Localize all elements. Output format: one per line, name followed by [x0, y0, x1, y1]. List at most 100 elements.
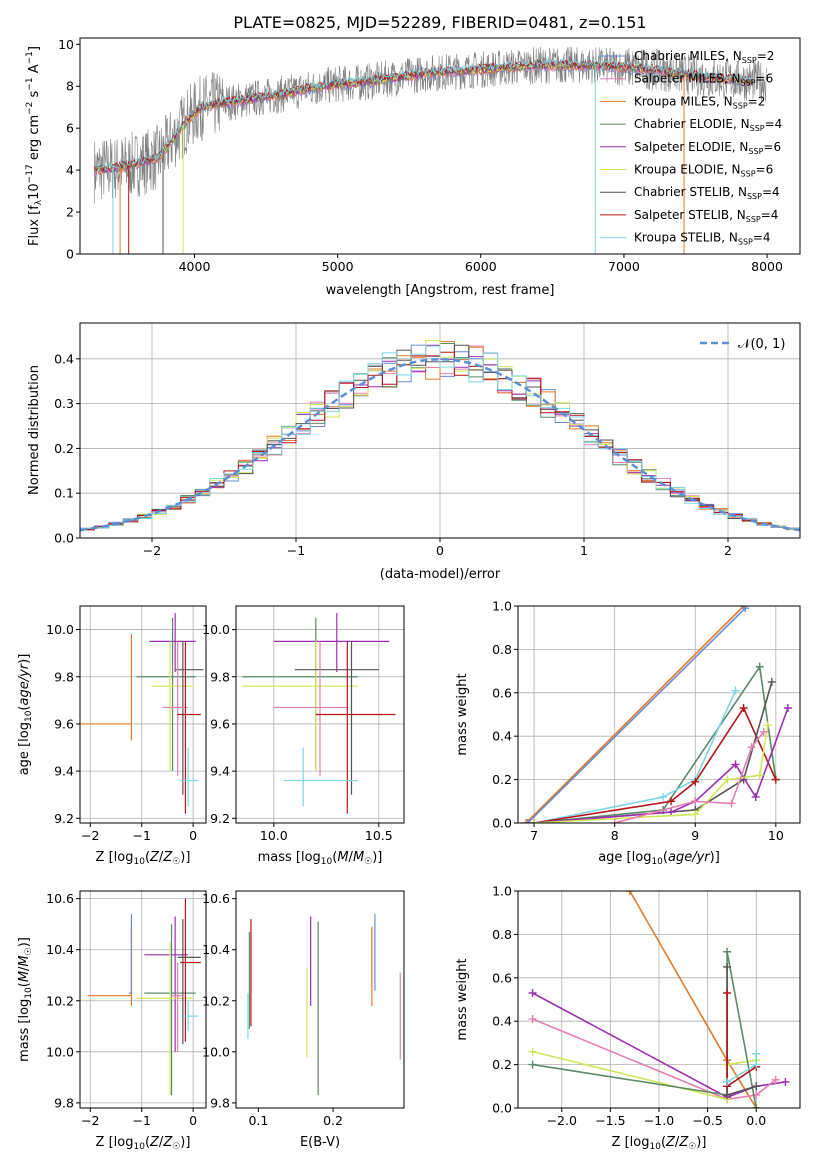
mass-weight-marker: [691, 797, 700, 806]
mass-weight-marker: [530, 819, 539, 823]
age-vs-mass-panel: 10.0 10.5 9.2 9.4 9.6 9.8 10.0 mass [log10(M/M☉…: [202, 605, 405, 867]
y-tick-label: 0.0: [492, 1101, 512, 1116]
panel-plot-area: [80, 613, 204, 814]
legend-label: Kroupa ELODIE, NSSP=6: [634, 163, 773, 179]
mass-weight-line: [534, 681, 773, 823]
panel-plot-area: [87, 898, 201, 1096]
mass-weight-marker: [659, 792, 668, 801]
mass-weight-marker: [625, 891, 634, 895]
panel-plot-area: [528, 891, 790, 1108]
panel-ticks: 10.0 10.5 9.2 9.4 9.6 9.8 10.0: [202, 622, 393, 843]
panel-plot-area: [522, 606, 792, 823]
x-tick-label: 2: [724, 543, 732, 558]
y-tick-label: 0.0: [54, 531, 74, 546]
mass-weight-marker: [523, 819, 532, 823]
mass-weight-marker: [522, 819, 531, 823]
mass-weight-line: [533, 690, 737, 823]
mass-weight-line: [532, 1050, 757, 1101]
panel-ticks: −2 −1 0 9.8 10.0 10.2 10.4 10.6: [46, 891, 197, 1128]
y-tick-label: 1.0: [492, 884, 512, 899]
panel-xlabel: Z [log10(Z/Z☉)]: [612, 1135, 707, 1152]
mass-weight-marker: [741, 606, 750, 613]
mass-weight-marker: [691, 810, 700, 819]
y-tick-label: 0.3: [54, 396, 74, 411]
mass-weight-marker: [759, 727, 768, 736]
mass-weight-marker: [528, 1015, 537, 1024]
panel-ticks: −2.0 −1.5 −1.0 −0.5 0.0 0.0 0.2 0.4 0.6 0.8 1.0: [492, 884, 766, 1129]
mass-vs-ebv-panel: 0.1 0.2 9.8 10.0 10.2 10.4 10.6 E(B-V): [202, 890, 405, 1150]
x-tick-label: 10: [768, 828, 784, 843]
mass-weight-marker: [528, 988, 537, 997]
x-tick-label: 7000: [608, 259, 640, 274]
legend-label: Salpeter STELIB, NSSP=4: [634, 208, 778, 224]
legend-label: Kroupa MILES, NSSP=2: [634, 94, 765, 110]
panel-axes-frame: [235, 605, 405, 824]
panel-grid: [518, 890, 800, 1109]
panel-ylabel: mass [log10(M/M☉)]: [17, 937, 34, 1062]
legend-label: Chabrier MILES, NSSP=2: [634, 49, 774, 65]
spectrum-axes-frame: [79, 37, 801, 255]
spectrum-xlabel: wavelength [Angstrom, rest frame]: [326, 283, 555, 298]
mass-weight-marker: [528, 1060, 537, 1069]
x-tick-label: 0.2: [323, 1113, 343, 1128]
panel-axes-frame: [235, 890, 405, 1109]
gaussian-curve: [79, 358, 801, 532]
mass-weight-marker: [752, 1104, 761, 1108]
y-tick-label: 10.4: [46, 942, 74, 957]
mass-weight-marker: [755, 771, 764, 780]
x-tick-label: 8000: [751, 259, 783, 274]
legend-label: Salpeter ELODIE, NSSP=6: [634, 140, 781, 156]
panel-plot-area: [242, 613, 396, 814]
mass-weight-line: [527, 607, 746, 823]
spectrum-plot-area: [93, 46, 768, 254]
legend-label: Chabrier STELIB, NSSP=4: [634, 185, 780, 201]
y-tick-label: 9.6: [210, 716, 230, 731]
mass-weight-line: [534, 707, 789, 823]
x-tick-label: 8: [611, 828, 619, 843]
residual-histogram-step: [80, 345, 800, 529]
mass-weight-marker: [727, 799, 736, 808]
y-tick-label: 2: [66, 205, 74, 220]
panel-xlabel: E(B-V): [300, 1135, 340, 1150]
y-tick-label: 9.6: [54, 716, 74, 731]
y-tick-label: 4: [66, 163, 74, 178]
legend-label: Kroupa STELIB, NSSP=4: [634, 231, 771, 247]
mass-weight-marker: [723, 947, 732, 956]
age-vs-metallicity-panel: −2 −1 0 9.2 9.4 9.6 9.8 10.0 Z [log10(Z/Z☉)] age …: [17, 605, 207, 867]
mass-weight-marker: [755, 662, 764, 671]
y-tick-label: 10.0: [46, 1044, 74, 1059]
y-tick-label: 9.8: [54, 1095, 74, 1110]
y-tick-label: 0.4: [492, 1014, 512, 1029]
x-tick-label: −2.0: [547, 1113, 577, 1128]
y-tick-label: 9.4: [210, 764, 230, 779]
model-spectrum-line: [94, 57, 754, 172]
mass-weight-marker: [610, 819, 619, 823]
mass-weight-vs-age-panel: 7 8 9 10 0.0 0.2 0.4 0.6 0.8 1.0 age [log10(age/yr…: [455, 599, 801, 867]
x-tick-label: −1: [132, 1113, 150, 1128]
mass-weight-marker: [723, 962, 732, 971]
y-tick-label: 0.4: [492, 729, 512, 744]
panel-xlabel: Z [log10(Z/Z☉)]: [96, 850, 191, 867]
mass-weight-marker: [731, 686, 740, 695]
mass-weight-marker: [752, 1049, 761, 1058]
y-tick-label: 10.2: [46, 993, 74, 1008]
mass-weight-marker: [767, 677, 776, 686]
y-tick-label: 10: [58, 37, 74, 52]
spectrum-legend: Chabrier MILES, NSSP=2 Salpeter MILES, NS…: [600, 49, 782, 247]
x-tick-label: 9: [691, 828, 699, 843]
mass-weight-line: [532, 1018, 777, 1101]
mass-weight-marker: [667, 797, 676, 806]
y-tick-label: 10.6: [202, 891, 230, 906]
y-tick-label: 9.2: [210, 811, 230, 826]
panel-ticks: −2 −1 0 9.2 9.4 9.6 9.8 10.0: [46, 622, 197, 843]
y-tick-label: 0.0: [492, 816, 512, 831]
y-tick-label: 6: [66, 121, 74, 136]
panel-grid: [80, 891, 206, 1108]
mass-weight-marker: [751, 792, 760, 801]
x-tick-label: 7: [530, 828, 538, 843]
panel-axes-frame: [517, 605, 801, 824]
mass-weight-line: [532, 951, 757, 1108]
mass-weight-marker: [781, 1077, 790, 1086]
y-tick-label: 0.1: [54, 486, 74, 501]
x-tick-label: 5000: [322, 259, 354, 274]
